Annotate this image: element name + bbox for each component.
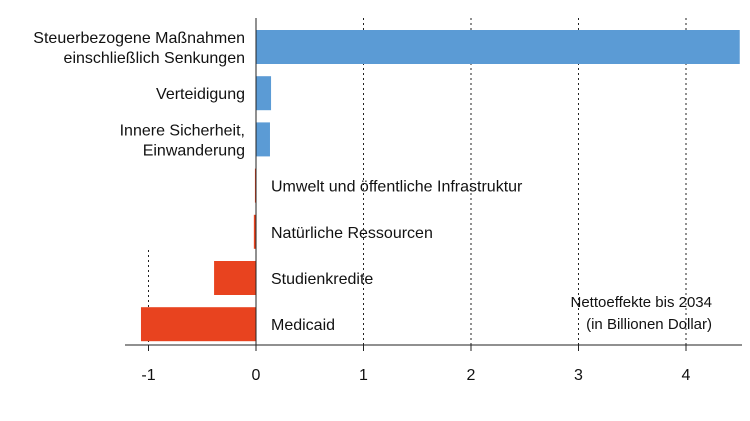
x-tick-label: 4 [682,367,691,384]
category-label: Verteidigung [156,86,245,103]
bar [256,30,740,64]
category-label: Steuerbezogene Maßnahmen einschließlich S… [33,30,245,67]
x-tick-label: 3 [574,367,583,384]
category-labels: Steuerbezogene Maßnahmen einschließlich S… [33,30,523,334]
grid-lines [148,18,687,345]
bar [253,214,256,249]
annotation: Nettoeffekte bis 2034 (in Billionen Dolla… [571,294,713,333]
category-label: Natürliche Ressourcen [271,225,433,242]
bars [140,30,740,342]
x-tick-label: 2 [467,367,476,384]
x-tick-label: 1 [359,367,368,384]
x-axis: -1 0 1 2 3 4 [125,18,742,384]
category-label: Innere Sicherheit, Einwanderung [120,122,245,159]
category-label: Umwelt und öffentliche Infrastruktur [271,179,523,196]
bar [256,122,270,157]
x-tick-label: 0 [252,367,261,384]
category-label: Studienkredite [271,271,373,288]
category-label: Medicaid [271,317,335,334]
bar [140,307,256,342]
bar [214,261,256,295]
x-tick-label: -1 [141,367,155,384]
bar [256,76,272,111]
